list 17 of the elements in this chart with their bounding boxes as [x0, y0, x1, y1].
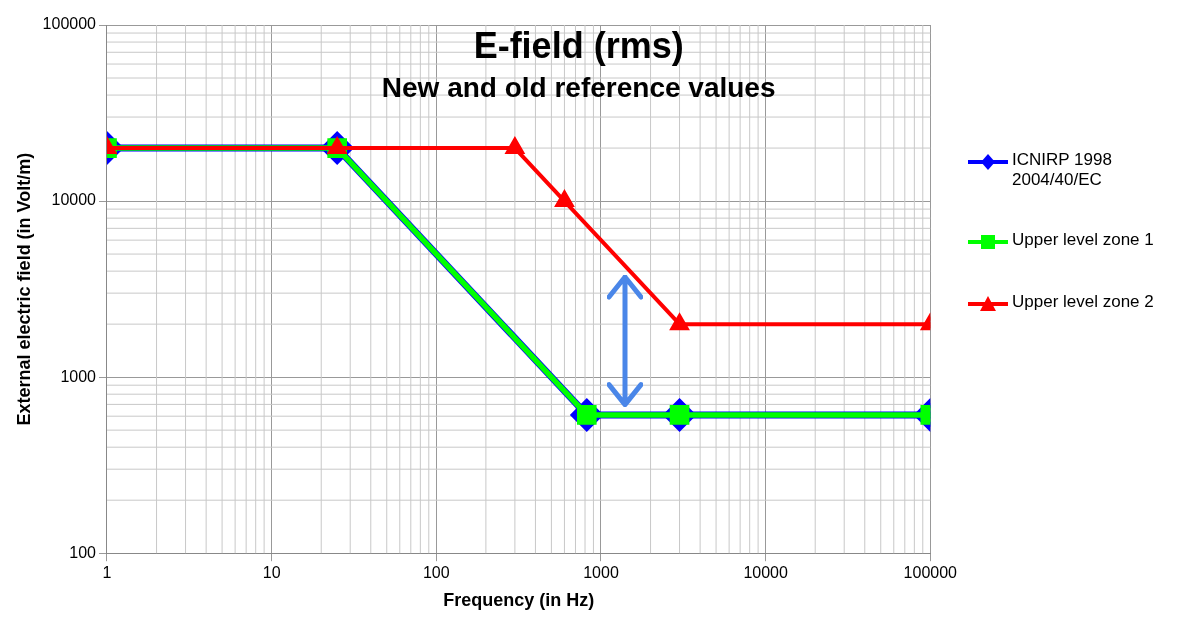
y-tick-label: 10000: [51, 191, 97, 209]
y-tick-label: 1000: [60, 367, 97, 385]
x-tick-label: 100: [422, 564, 450, 582]
x-tick-label: 100000: [903, 564, 958, 582]
x-axis-title: Frequency (in Hz): [443, 590, 595, 611]
y-axis-title: External electric field (in Volt/m): [13, 152, 34, 426]
x-tick-label: 10: [262, 564, 281, 582]
x-tick-label: 1: [102, 564, 112, 582]
text: New and old reference values: [381, 71, 776, 103]
x-tick-label: 1000: [583, 564, 619, 582]
y-tick-label: 100: [69, 543, 97, 561]
legend-label: Upper level zone 1: [1012, 230, 1154, 250]
legend-label: ICNIRP 1998 2004/40/EC: [1012, 150, 1113, 190]
y-tick-label: 100000: [42, 15, 97, 33]
chart-title: E-field (rms): [473, 24, 684, 66]
legend-label: Upper level zone 2: [1012, 292, 1154, 312]
x-tick-label: 10000: [743, 564, 788, 582]
